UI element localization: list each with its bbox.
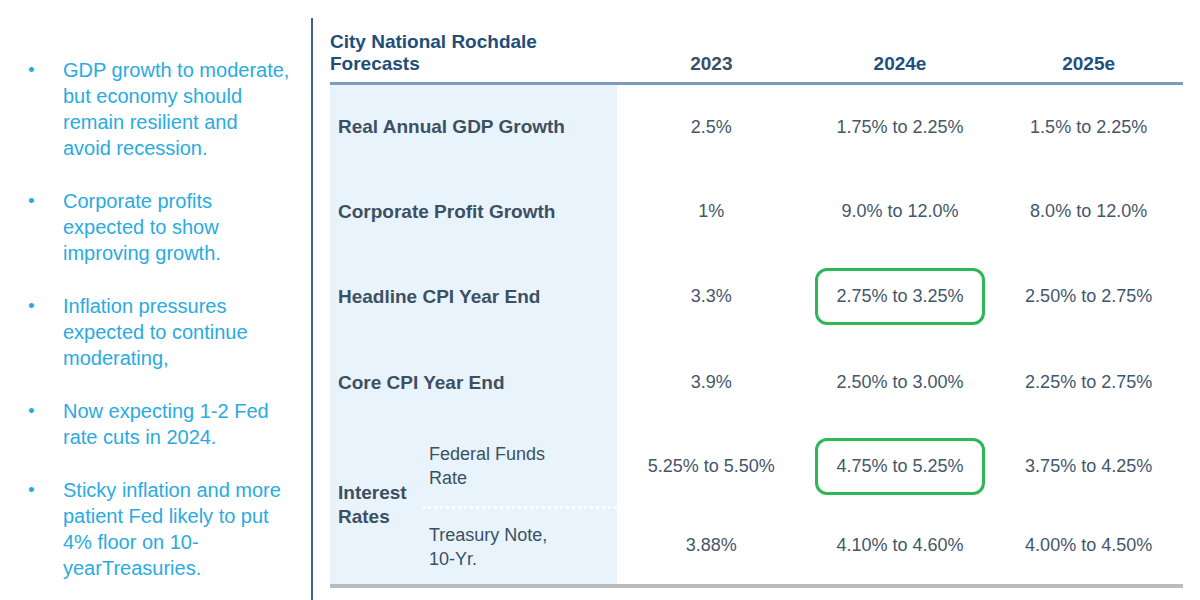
row-sublabel-federal-funds-rate: Federal Funds Rate bbox=[423, 426, 617, 506]
cell-value: 1.5% to 2.25% bbox=[994, 85, 1183, 169]
list-item: • Sticky inflation and more patient Fed … bbox=[28, 477, 290, 581]
cell-value: 5.25% to 5.50% bbox=[617, 426, 806, 506]
column-header-2024e: 2024e bbox=[806, 53, 995, 75]
cell-value: 4.75% to 5.25% bbox=[806, 426, 995, 506]
bullet-icon: • bbox=[28, 398, 63, 450]
cell-value: 8.0% to 12.0% bbox=[994, 169, 1183, 254]
cell-value: 2.50% to 2.75% bbox=[994, 254, 1183, 339]
table-body: Real Annual GDP Growth 2.5% 1.75% to 2.2… bbox=[330, 85, 1183, 588]
forecast-slide: • GDP growth to moderate, but economy sh… bbox=[0, 0, 1200, 600]
row-label-core-cpi: Core CPI Year End bbox=[330, 339, 617, 426]
row-label-corporate-profit: Corporate Profit Growth bbox=[330, 169, 617, 254]
key-point-text: Corporate profits expected to show impro… bbox=[63, 188, 290, 266]
list-item: • Corporate profits expected to show imp… bbox=[28, 188, 290, 266]
key-points-list: • GDP growth to moderate, but economy sh… bbox=[28, 57, 290, 581]
bullet-icon: • bbox=[28, 57, 63, 161]
bullet-icon: • bbox=[28, 188, 63, 266]
highlight-box: 2.75% to 3.25% bbox=[815, 268, 984, 325]
list-item: • GDP growth to moderate, but economy sh… bbox=[28, 57, 290, 161]
cell-value: 3.88% bbox=[617, 506, 806, 584]
list-item: • Now expecting 1-2 Fed rate cuts in 202… bbox=[28, 398, 290, 450]
cell-value: 1% bbox=[617, 169, 806, 254]
highlight-box: 4.75% to 5.25% bbox=[815, 438, 984, 495]
key-point-text: GDP growth to moderate, but economy shou… bbox=[63, 57, 290, 161]
key-points-panel: • GDP growth to moderate, but economy sh… bbox=[28, 57, 290, 600]
list-item: • Inflation pressures expected to contin… bbox=[28, 293, 290, 371]
bullet-icon: • bbox=[28, 293, 63, 371]
cell-value: 2.75% to 3.25% bbox=[806, 254, 995, 339]
vertical-divider bbox=[311, 18, 313, 600]
row-group-label-interest-rates: Interest Rates bbox=[330, 426, 423, 584]
cell-value: 4.00% to 4.50% bbox=[994, 506, 1183, 584]
cell-value: 3.9% bbox=[617, 339, 806, 426]
cell-value: 9.0% to 12.0% bbox=[806, 169, 995, 254]
key-point-text: Inflation pressures expected to continue… bbox=[63, 293, 290, 371]
bullet-icon: • bbox=[28, 477, 63, 581]
row-sublabel-treasury-note: Treasury Note, 10-Yr. bbox=[423, 506, 617, 584]
forecast-table: City National Rochdale Forecasts 2023 20… bbox=[330, 30, 1183, 588]
column-header-2025e: 2025e bbox=[994, 53, 1183, 75]
key-point-text: Now expecting 1-2 Fed rate cuts in 2024. bbox=[63, 398, 290, 450]
table-header-row: City National Rochdale Forecasts 2023 20… bbox=[330, 30, 1183, 85]
column-header-2023: 2023 bbox=[617, 53, 806, 75]
cell-value: 3.75% to 4.25% bbox=[994, 426, 1183, 506]
row-label-real-gdp: Real Annual GDP Growth bbox=[330, 85, 617, 169]
cell-value: 1.75% to 2.25% bbox=[806, 85, 995, 169]
row-label-headline-cpi: Headline CPI Year End bbox=[330, 254, 617, 339]
cell-value: 4.10% to 4.60% bbox=[806, 506, 995, 584]
cell-value: 3.3% bbox=[617, 254, 806, 339]
cell-value: 2.50% to 3.00% bbox=[806, 339, 995, 426]
cell-value: 2.5% bbox=[617, 85, 806, 169]
cell-value: 2.25% to 2.75% bbox=[994, 339, 1183, 426]
table-title: City National Rochdale Forecasts bbox=[330, 31, 617, 75]
key-point-text: Sticky inflation and more patient Fed li… bbox=[63, 477, 290, 581]
